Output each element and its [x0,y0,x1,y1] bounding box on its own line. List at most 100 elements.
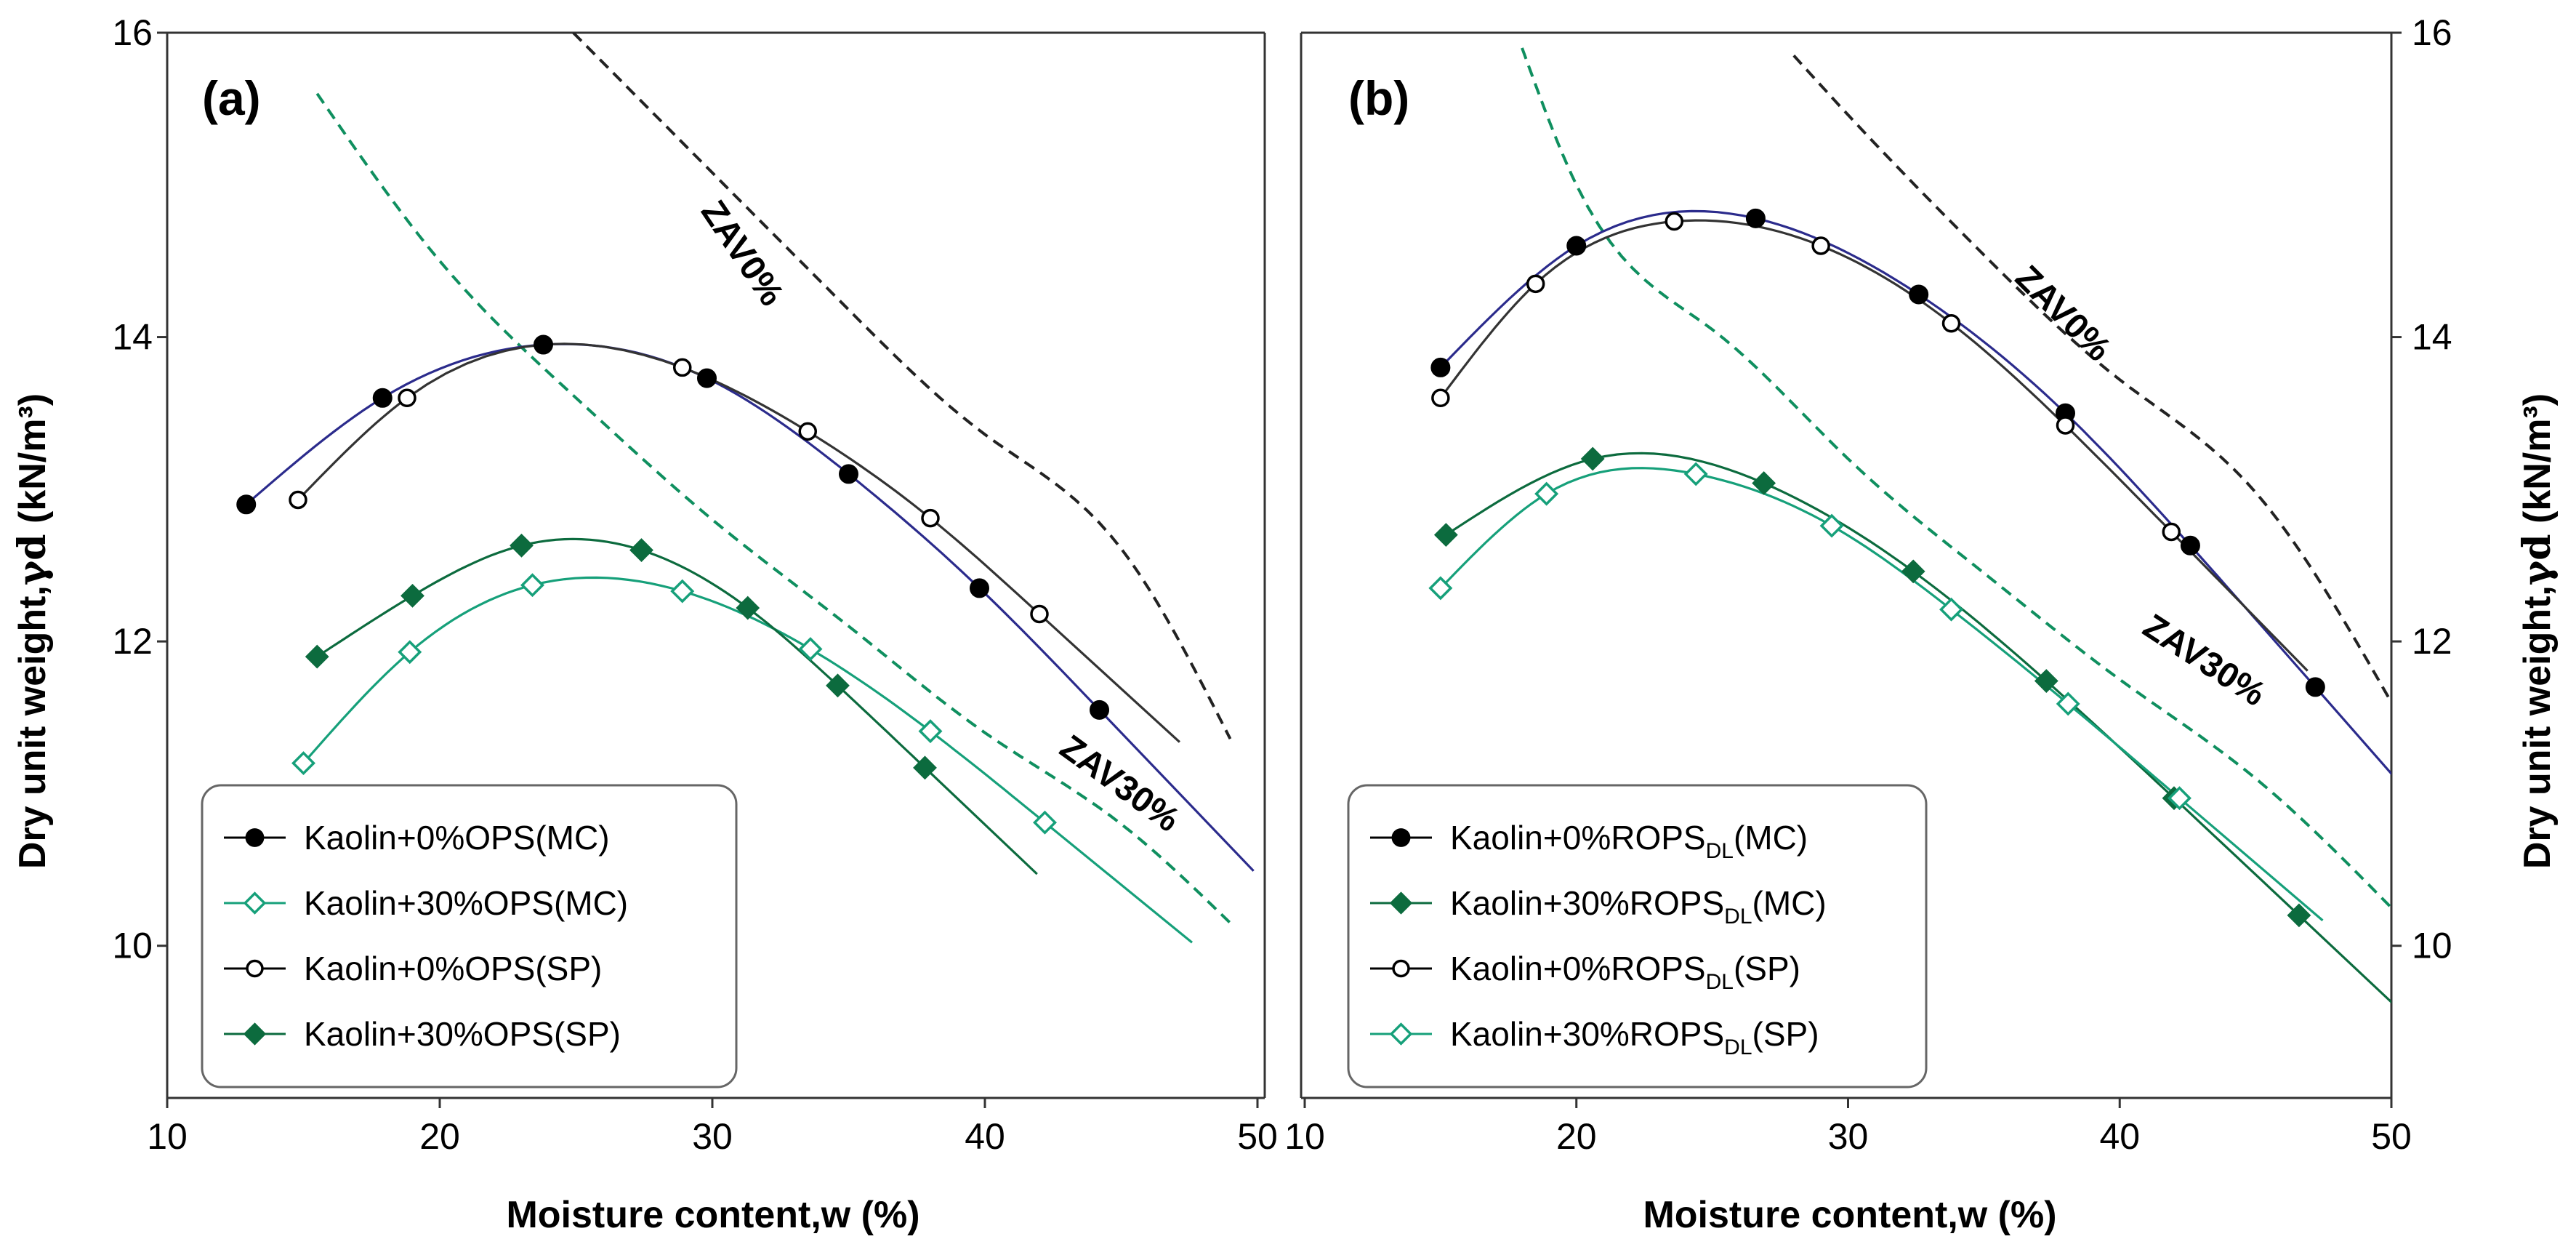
panel-b-data-markers [1428,208,2325,928]
x-tick-label: 40 [965,1116,1005,1157]
panel-a-zav-curves [315,33,1232,924]
data-point-series-2 [798,422,817,441]
legend-box [201,784,738,1088]
panel-b-ticks: 10 20 30 40 50 10 12 14 16 [1284,12,2452,1157]
data-point-series-3 [736,596,760,620]
legend-marker-2 [246,959,264,978]
panel-b-y-axis-title: Dry unit weight,γd (kN/m³) [2515,393,2559,869]
data-point-series-0 [1430,357,1451,377]
panel-a-tag: (a) [202,71,261,125]
data-point-series-3 [1939,597,1963,622]
x-tick-label: 10 [147,1116,188,1157]
data-point-series-3 [1683,462,1708,486]
data-point-series-1 [918,719,943,744]
legend-label-2: Kaolin+0%ROPSDL(SP) [1450,950,1800,994]
x-tick-label: 50 [2371,1116,2412,1157]
data-point-series-0 [1745,208,1766,228]
data-point-series-2 [2162,522,2181,542]
panel-a-x-axis-title: Moisture content,w (%) [506,1194,919,1236]
x-tick-label: 40 [2099,1116,2140,1157]
y-tick-label: 10 [2412,926,2452,966]
data-point-series-2 [1665,212,1684,231]
legend-label-3: Kaolin+30%ROPSDL(SP) [1450,1015,1819,1059]
legend-marker-1 [243,891,267,915]
data-point-series-2 [921,508,940,528]
data-point-series-2 [1526,274,1545,294]
zav-curve-1 [1521,47,2391,909]
x-tick-label: 10 [1284,1116,1325,1157]
data-point-series-0 [1090,699,1109,720]
data-point-series-1 [2034,669,2058,693]
data-point-series-1 [2287,903,2311,928]
legend-label-1: Kaolin+30%ROPSDL(MC) [1450,884,1827,929]
legend-marker-0 [1391,828,1411,847]
legend-label-0: Kaolin+0%OPS(MC) [304,819,610,857]
panel-a-ticks: 10 20 30 40 50 10 12 14 16 [112,12,1277,1157]
data-point-series-1 [1901,559,1925,584]
data-point-series-3 [1534,481,1559,506]
data-point-series-2 [1030,604,1049,624]
data-point-series-1 [1580,446,1605,471]
panel-a-y-axis-title: Dry unit weight,γd (kN/m³) [10,393,55,869]
legend-label-3: Kaolin+30%OPS(SP) [304,1015,621,1053]
x-tick-label: 20 [419,1116,460,1157]
zav-curve-1 [315,92,1231,924]
data-point-series-2 [289,490,307,510]
data-point-series-0 [372,388,393,408]
data-point-series-3 [401,583,424,608]
data-point-series-3 [2056,691,2080,716]
data-point-series-1 [520,573,544,598]
legend-box [1347,784,1928,1088]
legend-label-0: Kaolin+0%ROPSDL(MC) [1450,819,1808,863]
x-tick-label: 30 [692,1116,733,1157]
data-point-series-3 [2168,786,2191,811]
legend-marker-2 [1392,959,1410,978]
legend-label-2: Kaolin+0%OPS(SP) [304,950,602,987]
legend-marker-3 [243,1022,267,1046]
data-point-series-1 [291,751,315,776]
data-point-series-2 [673,358,692,377]
y-tick-label: 10 [112,926,153,966]
data-point-series-3 [629,538,653,562]
data-point-series-1 [1433,523,1458,548]
panel-b-x-axis-title: Moisture content,w (%) [1643,1194,2056,1236]
data-point-series-2 [398,388,416,408]
data-point-series-3 [826,673,850,698]
panel-b-tag: (b) [1348,71,1409,125]
data-point-series-3 [305,644,329,669]
fit-curve-2 [297,342,1180,743]
data-point-series-2 [2056,416,2075,435]
data-point-series-3 [1819,513,1844,538]
data-point-series-0 [534,334,553,355]
data-point-series-0 [2180,535,2200,556]
panel-b-zav-curves [1521,47,2391,909]
data-point-series-0 [2305,677,2325,697]
y-tick-label: 14 [112,317,153,358]
legend-label-1: Kaolin+30%OPS(MC) [304,884,628,922]
data-point-series-0 [970,578,989,598]
data-point-series-3 [510,533,534,558]
panel-b-legend: Kaolin+0%ROPSDL(MC) Kaolin+30%ROPSDL(MC) K… [1347,784,1928,1088]
data-point-series-0 [697,368,717,388]
x-tick-label: 20 [1556,1116,1597,1157]
data-point-series-1 [1752,471,1776,495]
data-point-series-0 [839,464,858,484]
y-tick-label: 14 [2412,317,2452,358]
y-tick-label: 16 [2412,12,2452,53]
data-point-series-2 [1811,236,1830,255]
panel-a-legend: Kaolin+0%OPS(MC) Kaolin+30%OPS(MC) Kaolin+… [201,784,738,1088]
data-point-series-1 [670,579,695,604]
data-point-series-1 [398,640,422,665]
zav-curve-0 [572,33,1232,740]
y-tick-label: 16 [112,12,153,53]
panel-b-frame [1300,31,2393,1099]
data-point-series-0 [1566,236,1587,256]
data-point-series-2 [1941,313,1961,333]
data-point-series-0 [236,494,257,515]
zav-curve-0 [1792,55,2391,703]
legend-marker-1 [1389,891,1413,915]
data-point-series-3 [1428,576,1453,601]
panel-a-frame [166,31,1266,1099]
data-point-series-2 [1431,388,1450,408]
